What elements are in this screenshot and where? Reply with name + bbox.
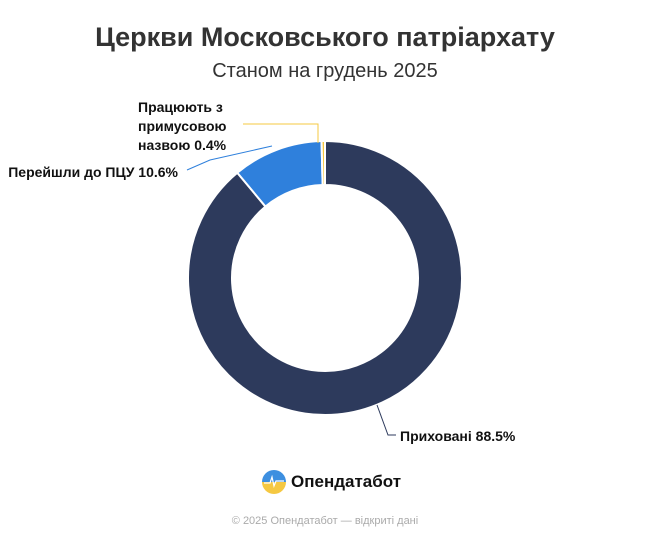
- slice-label-hidden: Приховані 88.5%: [400, 428, 516, 444]
- slice-label-renamed-2: примусовою: [138, 118, 227, 134]
- brand-name: Опендатабот: [291, 472, 402, 491]
- chart-subtitle: Станом на грудень 2025: [212, 60, 438, 82]
- slice-label-renamed-3: назвою 0.4%: [138, 137, 227, 153]
- donut-slice-2: [320, 139, 326, 187]
- chart-title: Церкви Московського патріархату: [95, 22, 555, 52]
- donut-slice-0: [187, 139, 463, 416]
- leader-line-renamed: [243, 123, 319, 143]
- opendatabot-logo-icon: [262, 470, 286, 494]
- leader-line-hidden: [376, 404, 396, 436]
- leader-line-pcu: [186, 145, 273, 171]
- slice-label-renamed-1: Працюють з: [138, 99, 223, 115]
- footer-text: © 2025 Опендатабот — відкриті дані: [231, 515, 419, 527]
- slice-label-pcu: Перейшли до ПЦУ 10.6%: [8, 164, 178, 180]
- brand-logo: Опендатабот: [262, 470, 401, 494]
